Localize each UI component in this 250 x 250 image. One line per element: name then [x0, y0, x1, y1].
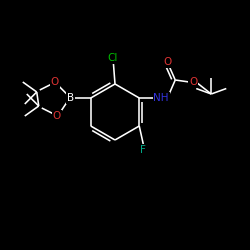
Text: B: B [67, 93, 74, 103]
Text: Cl: Cl [108, 53, 118, 63]
Text: O: O [163, 57, 171, 67]
Text: O: O [51, 77, 59, 87]
Text: NH: NH [154, 93, 169, 103]
Text: O: O [53, 111, 61, 121]
Text: O: O [189, 77, 197, 87]
Text: F: F [140, 145, 146, 155]
